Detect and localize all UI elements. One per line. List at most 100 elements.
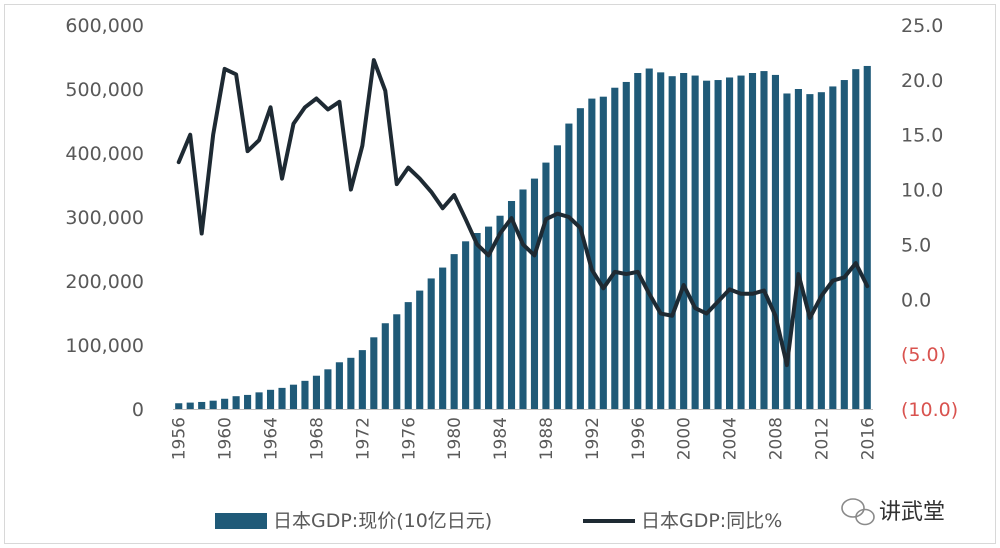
growth-line — [176, 58, 870, 368]
left-tick-label: 400,000 — [65, 143, 144, 165]
x-axis: 1956 1960 1964 1968 1972 1976 1980 1984 1988 1992… — [170, 417, 879, 460]
x-tick-label: 1976 — [399, 417, 419, 460]
bar — [863, 65, 871, 410]
bar — [714, 80, 722, 409]
right-tick-label: (10.0) — [901, 399, 958, 421]
bar — [266, 389, 275, 409]
bar — [255, 392, 263, 409]
bar — [760, 71, 768, 409]
left-axis: 0 100,000 200,000 300,000 400,000 500,000 600,… — [65, 15, 144, 421]
bar — [817, 92, 825, 409]
x-tick-label: 1980 — [445, 417, 465, 460]
x-tick-label: 1956 — [170, 417, 190, 460]
bar — [439, 267, 447, 409]
bar — [347, 357, 355, 409]
right-axis: (10.0) (5.0) 0.0 5.0 10.0 15.0 20.0 25.0 — [901, 15, 958, 421]
right-tick-label: 20.0 — [901, 70, 943, 92]
bar — [622, 81, 630, 410]
left-tick-label: 200,000 — [65, 271, 144, 293]
x-tick-label: 1988 — [537, 417, 557, 460]
bar — [542, 162, 550, 409]
bar — [209, 400, 217, 409]
x-tick-label: 2004 — [721, 417, 741, 460]
left-tick-label: 300,000 — [65, 207, 144, 229]
bar — [691, 75, 699, 409]
bar — [553, 145, 561, 409]
bar — [576, 108, 584, 409]
bar — [703, 80, 711, 410]
legend-bar-label: 日本GDP:现价(10亿日元) — [273, 510, 492, 532]
bar — [416, 290, 424, 409]
bar — [221, 398, 229, 409]
left-tick-label: 0 — [132, 399, 144, 421]
chart-frame: 0 100,000 200,000 300,000 400,000 500,000 600,… — [4, 4, 996, 544]
bar — [393, 314, 401, 409]
x-tick-label: 2016 — [858, 417, 878, 460]
gdp-chart: 0 100,000 200,000 300,000 400,000 500,000 600,… — [65, 15, 958, 532]
bar — [462, 241, 470, 409]
bar — [806, 94, 814, 410]
bar — [186, 402, 194, 409]
bar — [771, 74, 780, 410]
bar — [324, 369, 332, 409]
bar — [427, 278, 435, 409]
bar — [175, 403, 183, 409]
left-tick-label: 500,000 — [65, 79, 144, 101]
bar — [634, 73, 642, 409]
right-tick-label: 10.0 — [901, 180, 943, 202]
bar — [829, 86, 837, 409]
x-tick-label: 2008 — [766, 417, 786, 460]
bar — [657, 72, 665, 410]
bar — [737, 75, 745, 409]
watermark: 讲武堂 — [841, 498, 945, 526]
bar-series — [175, 65, 871, 410]
x-tick-label: 1964 — [262, 417, 282, 460]
bar — [748, 73, 757, 409]
bar — [783, 93, 791, 409]
right-tick-label: 0.0 — [901, 289, 931, 311]
bar — [381, 323, 389, 409]
bar — [496, 215, 504, 409]
right-tick-label: 5.0 — [901, 234, 931, 256]
bar — [450, 254, 458, 409]
right-tick-label: 25.0 — [901, 15, 943, 37]
bar — [507, 201, 516, 409]
x-tick-label: 1972 — [353, 417, 373, 460]
bar — [530, 178, 539, 409]
x-tick-label: 2000 — [675, 417, 695, 460]
bar — [680, 73, 688, 409]
bar — [358, 350, 366, 409]
bar — [611, 87, 619, 409]
bar — [645, 68, 653, 409]
bar — [289, 384, 298, 409]
left-tick-label: 600,000 — [65, 15, 144, 37]
x-tick-label: 1996 — [629, 417, 649, 460]
bar — [370, 337, 378, 409]
bar — [232, 396, 240, 409]
watermark-text: 讲武堂 — [879, 500, 945, 525]
x-tick-label: 2012 — [812, 417, 832, 460]
bar — [301, 380, 309, 409]
bar — [278, 387, 286, 409]
x-tick-label: 1984 — [491, 417, 511, 460]
x-tick-label: 1968 — [307, 417, 327, 460]
bar — [519, 189, 527, 409]
bar — [794, 89, 802, 409]
bar — [588, 98, 596, 409]
legend: 日本GDP:现价(10亿日元) 日本GDP:同比% — [215, 510, 782, 532]
bar — [668, 76, 676, 409]
bar — [852, 69, 860, 409]
bar — [404, 302, 412, 409]
bar — [840, 80, 848, 409]
bar — [198, 401, 206, 409]
right-tick-label: (5.0) — [901, 344, 946, 366]
x-tick-label: 1992 — [583, 417, 603, 460]
right-tick-label: 15.0 — [901, 125, 943, 147]
legend-bar-swatch — [215, 513, 267, 529]
legend-line-label: 日本GDP:同比% — [641, 510, 782, 532]
bar — [473, 233, 481, 409]
bar — [312, 375, 320, 409]
bar — [335, 362, 343, 409]
bar — [726, 77, 734, 409]
bar — [565, 123, 573, 409]
